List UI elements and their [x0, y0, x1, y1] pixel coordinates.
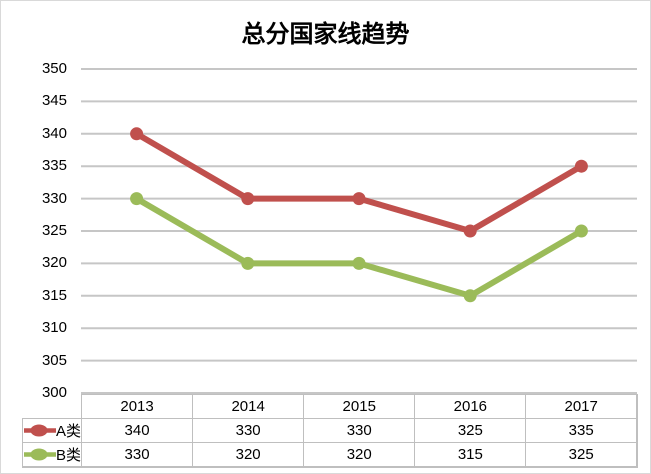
table-corner-cell — [23, 395, 82, 419]
data-point-marker — [241, 256, 255, 270]
year-header: 2017 — [525, 394, 639, 419]
y-axis-label: 335 — [41, 157, 67, 175]
y-axis-label: 315 — [41, 286, 67, 304]
legend-cell-series-a: A类 — [22, 418, 82, 443]
year-header: 2013 — [80, 394, 194, 419]
data-point-marker — [463, 224, 477, 238]
series-line-1 — [133, 195, 585, 299]
series-a-legend-icon — [24, 424, 56, 437]
y-axis-label: 350 — [41, 60, 67, 77]
value-cell: 335 — [525, 418, 639, 443]
value-cell: 325 — [525, 442, 639, 468]
data-table: 2013 2014 2015 2016 2017 A类 340 330 330 … — [22, 394, 639, 468]
table-row-series-b: B类 330 320 320 315 325 — [22, 442, 639, 468]
value-cell: 325 — [414, 418, 527, 443]
series-line-0 — [133, 130, 585, 234]
value-cell: 330 — [303, 418, 416, 443]
table-row-series-a: A类 340 330 330 325 335 — [22, 418, 639, 443]
y-axis-label: 320 — [41, 254, 67, 272]
data-point-marker — [352, 192, 366, 206]
y-axis-label: 340 — [41, 124, 67, 142]
data-point-marker — [574, 224, 588, 238]
value-cell: 330 — [192, 418, 305, 443]
plot-area — [81, 68, 637, 394]
value-cell: 315 — [414, 442, 527, 468]
data-point-marker — [574, 159, 588, 173]
value-cell: 320 — [303, 442, 416, 468]
y-axis-label: 345 — [41, 92, 67, 110]
value-cell: 320 — [192, 442, 305, 468]
data-point-marker — [130, 192, 144, 206]
value-cell: 330 — [80, 442, 194, 468]
series-b-label: B类 — [55, 447, 81, 464]
y-axis-label: 310 — [41, 319, 67, 337]
y-axis-label: 325 — [41, 222, 67, 239]
series-b-legend-icon — [24, 448, 56, 461]
data-point-marker — [463, 289, 477, 303]
data-point-marker — [352, 256, 366, 270]
value-cell: 340 — [80, 418, 194, 443]
year-header: 2015 — [303, 394, 416, 419]
series-a-label: A类 — [55, 423, 81, 440]
table-header-row: 2013 2014 2015 2016 2017 — [23, 394, 639, 419]
year-header: 2016 — [414, 394, 527, 419]
chart-title: 总分国家线趋势 — [241, 22, 410, 48]
year-header: 2014 — [192, 394, 305, 419]
legend-cell-series-b: B类 — [22, 442, 82, 468]
data-point-marker — [241, 192, 255, 206]
data-point-marker — [130, 127, 144, 141]
y-axis-label: 330 — [41, 189, 67, 207]
y-axis-label: 305 — [41, 351, 67, 369]
y-axis-label: 300 — [41, 384, 67, 401]
